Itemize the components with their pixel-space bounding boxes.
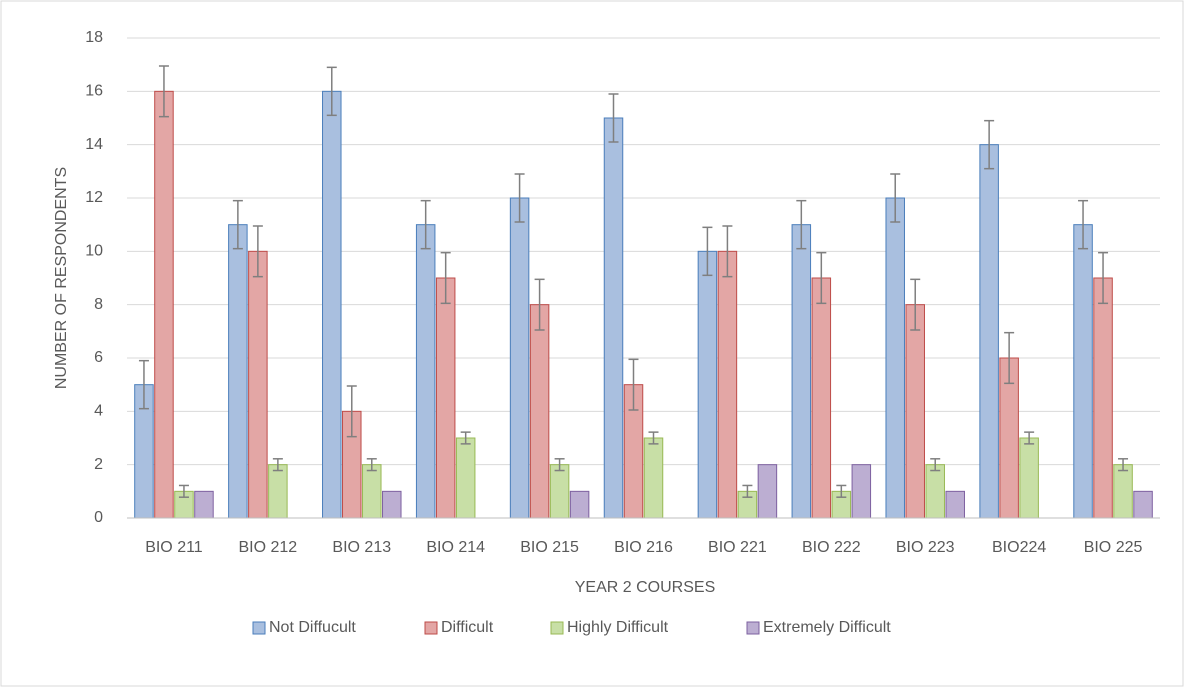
legend-swatch bbox=[746, 621, 760, 635]
y-tick-label: 4 bbox=[94, 403, 103, 420]
error-bar bbox=[1118, 458, 1129, 472]
x-axis-title: YEAR 2 COURSES bbox=[575, 579, 715, 596]
error-bar bbox=[890, 173, 901, 223]
error-bar bbox=[232, 199, 243, 250]
bar bbox=[415, 224, 436, 519]
bar bbox=[549, 464, 570, 519]
error-bar bbox=[178, 484, 189, 498]
x-tick-label: BIO 214 bbox=[426, 539, 485, 556]
bar bbox=[851, 464, 872, 519]
error-bar bbox=[722, 225, 733, 278]
bar bbox=[757, 464, 778, 519]
x-tick-label: BIO 216 bbox=[614, 539, 673, 556]
y-tick-label: 12 bbox=[85, 189, 103, 206]
error-bar bbox=[534, 278, 545, 331]
bar bbox=[154, 90, 174, 519]
bar bbox=[382, 490, 402, 519]
x-tick-label: BIO 213 bbox=[332, 539, 391, 556]
error-bar bbox=[702, 226, 713, 277]
bar bbox=[509, 197, 530, 519]
error-bar bbox=[440, 251, 451, 305]
legend-label: Extremely Difficult bbox=[763, 619, 891, 636]
bar bbox=[322, 90, 342, 519]
error-bar bbox=[796, 199, 807, 250]
error-bar bbox=[252, 225, 263, 278]
legend-swatch bbox=[252, 621, 266, 635]
y-tick-label: 2 bbox=[94, 456, 103, 473]
bar bbox=[905, 304, 925, 519]
x-tick-label: BIO 223 bbox=[896, 539, 955, 556]
bar bbox=[697, 250, 718, 519]
y-tick-label: 18 bbox=[85, 29, 103, 46]
y-axis-title: NUMBER OF RESPONDENTS bbox=[53, 167, 70, 389]
bar bbox=[248, 250, 268, 519]
error-bar bbox=[608, 93, 619, 143]
x-tick-label: BIO 225 bbox=[1084, 539, 1143, 556]
error-bar bbox=[1078, 199, 1089, 250]
error-bar bbox=[742, 484, 753, 498]
y-tick-label: 14 bbox=[85, 136, 103, 153]
legend-swatch bbox=[424, 621, 438, 635]
error-bar bbox=[366, 458, 377, 472]
bar bbox=[717, 250, 738, 519]
y-tick-label: 10 bbox=[85, 243, 103, 260]
error-bar bbox=[1024, 431, 1035, 445]
bar bbox=[791, 224, 812, 519]
x-tick-label: BIO 215 bbox=[520, 539, 579, 556]
bar bbox=[455, 437, 476, 519]
bar bbox=[643, 437, 664, 519]
legend-label: Highly Difficult bbox=[567, 619, 669, 636]
error-bar bbox=[984, 119, 995, 170]
y-tick-label: 6 bbox=[94, 349, 103, 366]
error-bar bbox=[138, 359, 149, 410]
x-tick-label: BIO 211 bbox=[145, 539, 203, 556]
bar bbox=[435, 277, 456, 519]
x-tick-label: BIO 221 bbox=[708, 539, 767, 556]
error-bar bbox=[910, 278, 921, 331]
bar bbox=[1093, 277, 1113, 519]
x-tick-label: BIO 222 bbox=[802, 539, 861, 556]
bar bbox=[925, 464, 945, 519]
y-tick-label: 8 bbox=[94, 296, 103, 313]
error-bar bbox=[836, 484, 847, 498]
bar bbox=[1113, 464, 1133, 519]
error-bar bbox=[1098, 251, 1109, 305]
y-tick-label: 16 bbox=[85, 83, 103, 100]
x-tick-label: BIO224 bbox=[992, 539, 1046, 556]
bar bbox=[194, 490, 214, 519]
bar bbox=[362, 464, 382, 519]
bar bbox=[603, 117, 624, 519]
error-bar bbox=[420, 199, 431, 250]
error-bar bbox=[930, 458, 941, 472]
x-tick-label: BIO 212 bbox=[239, 539, 298, 556]
error-bar bbox=[272, 458, 283, 472]
error-bar bbox=[1004, 331, 1015, 385]
error-bar bbox=[816, 251, 827, 305]
bar bbox=[1133, 490, 1153, 519]
error-bar bbox=[460, 431, 471, 445]
bar bbox=[1019, 437, 1039, 519]
bar bbox=[885, 197, 905, 519]
bar bbox=[228, 224, 248, 519]
error-bar bbox=[346, 385, 357, 438]
legend-swatch bbox=[550, 621, 564, 635]
error-bar bbox=[514, 173, 525, 223]
error-bar bbox=[326, 66, 337, 117]
bar bbox=[268, 464, 288, 519]
bar bbox=[979, 144, 999, 519]
legend-label: Not Diffucult bbox=[269, 619, 356, 636]
bar bbox=[569, 490, 590, 519]
bar bbox=[945, 490, 965, 519]
error-bar bbox=[554, 458, 565, 472]
bar bbox=[811, 277, 832, 519]
error-bar bbox=[628, 358, 639, 411]
bar bbox=[1073, 224, 1093, 519]
bar bbox=[529, 304, 550, 519]
error-bar bbox=[158, 65, 169, 118]
error-bar bbox=[648, 431, 659, 445]
y-tick-label: 0 bbox=[94, 509, 103, 526]
legend-label: Difficult bbox=[441, 619, 494, 636]
